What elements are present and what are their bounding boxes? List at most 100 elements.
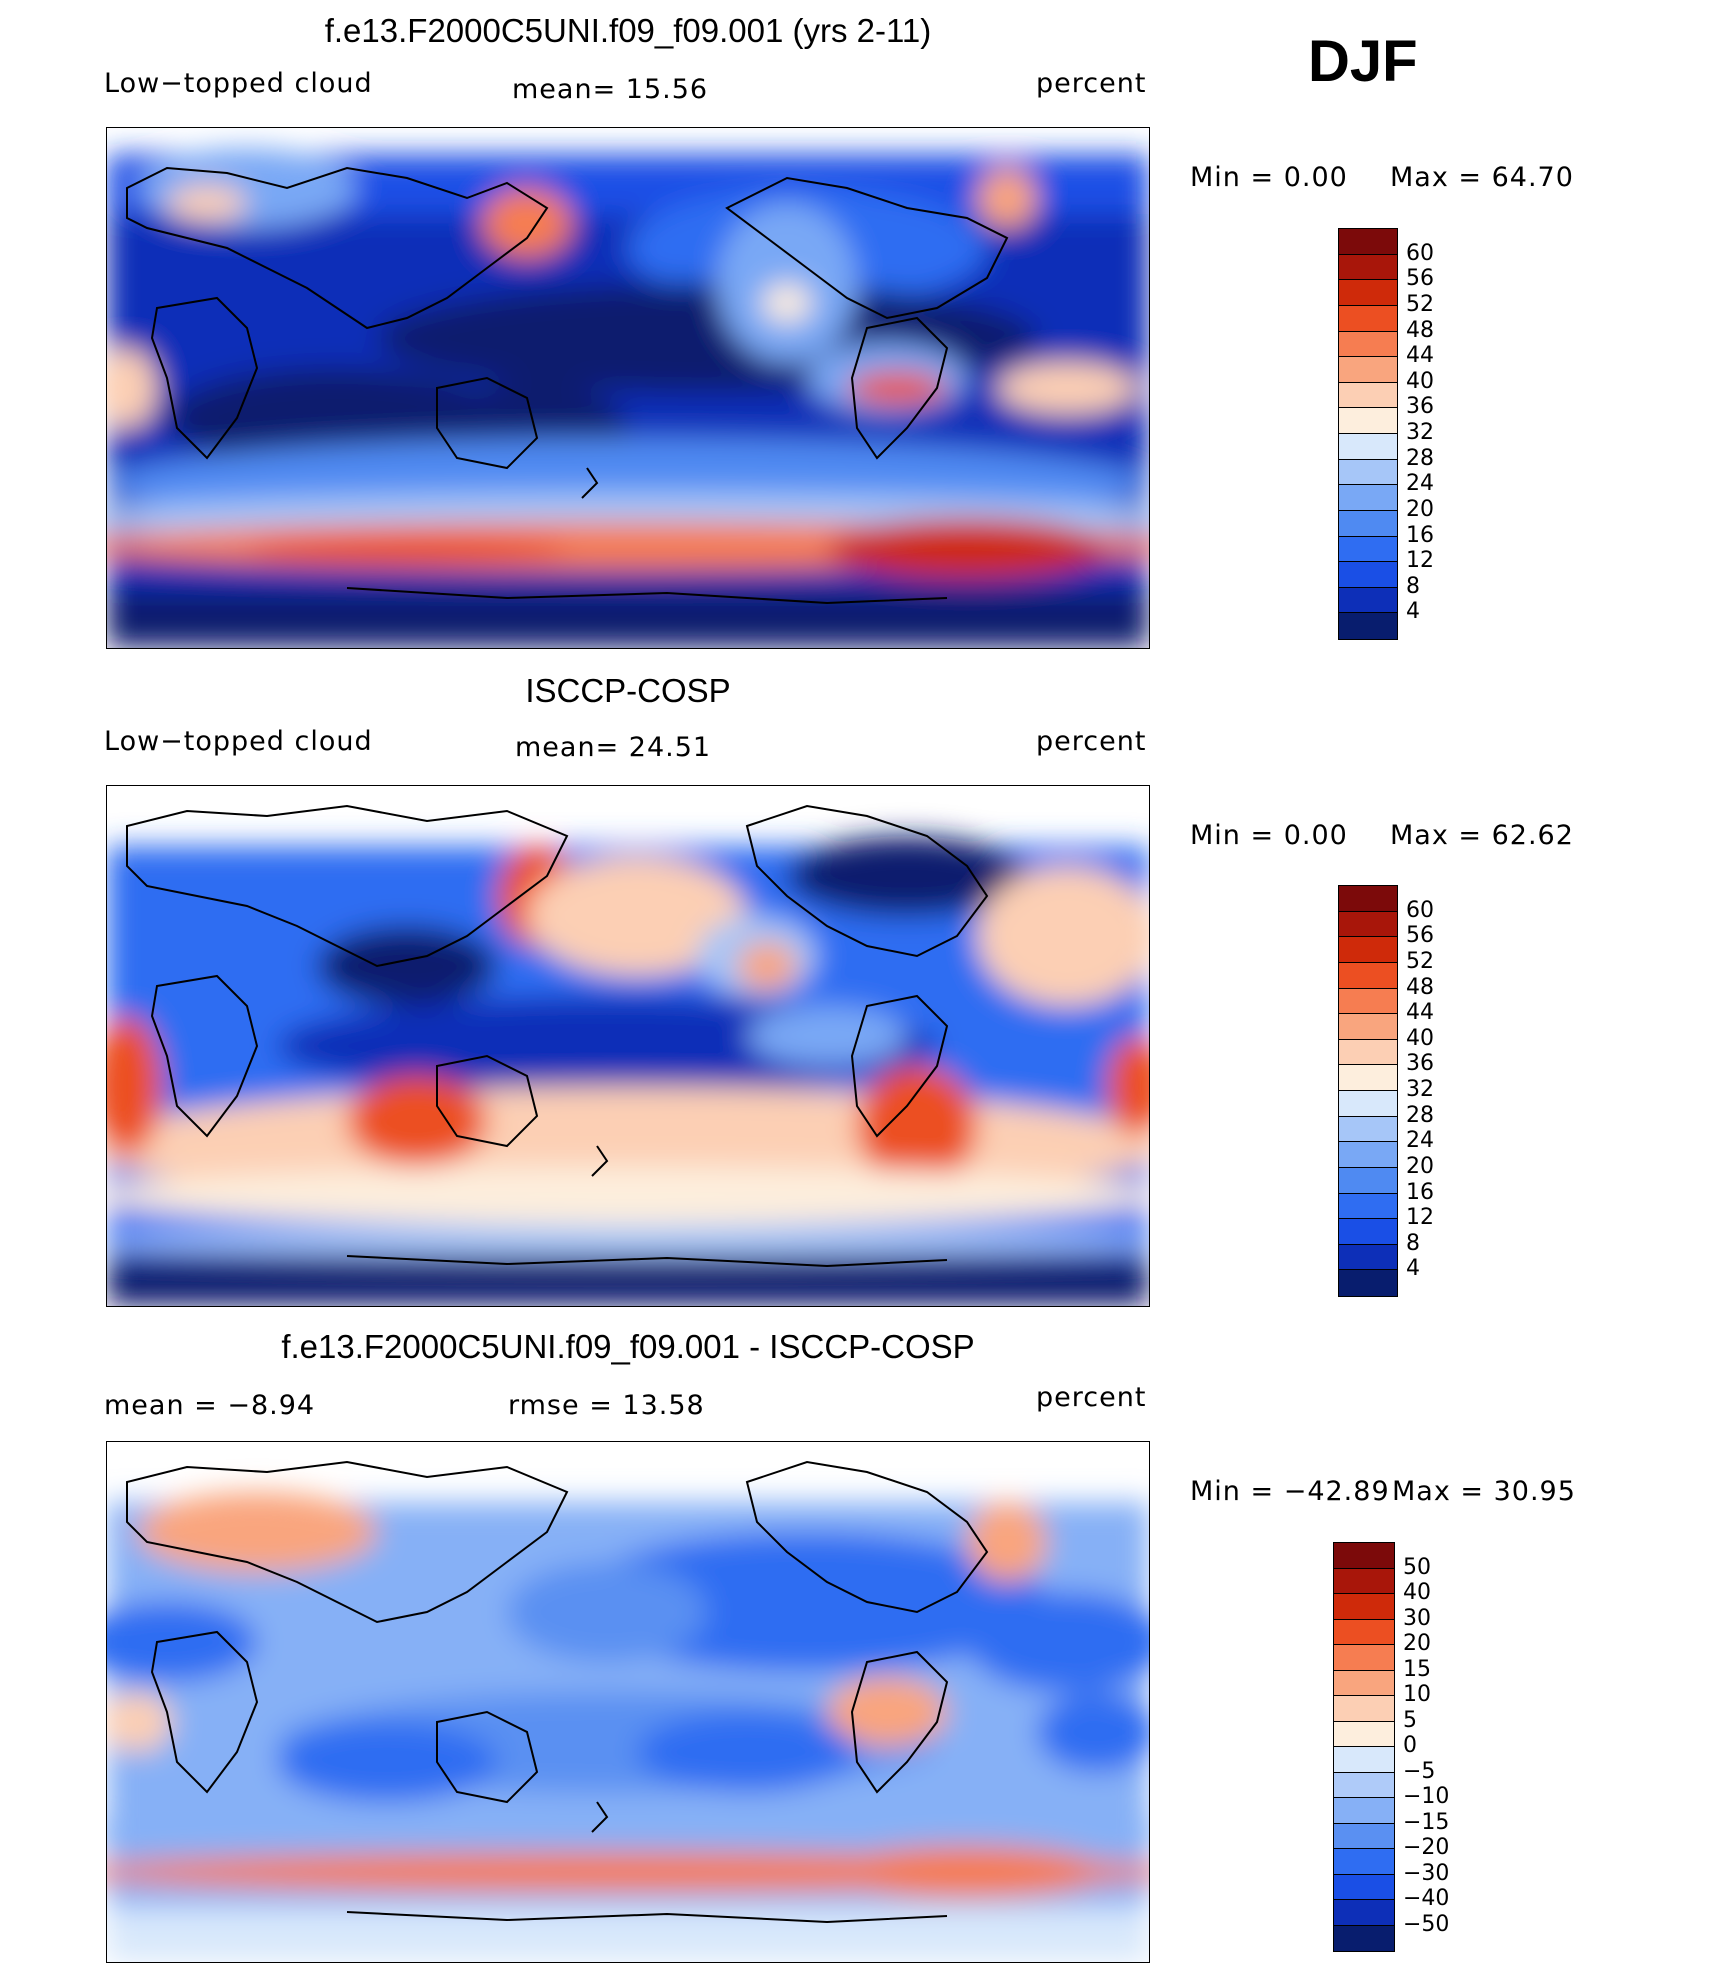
panel-3-min-text: Min = −42.89 [1190,1476,1390,1507]
colorbar-label: −50 [1403,1911,1450,1937]
colorbar-swatch [1334,1543,1394,1569]
colorbar-label: 56 [1406,266,1434,292]
colorbar-label: 5 [1403,1707,1417,1733]
colorbar-swatch [1339,536,1397,563]
colorbar-swatch [1339,1142,1397,1168]
colorbar-swatch [1334,1925,1394,1951]
colorbar-swatch [1339,1014,1397,1040]
panel-1-min-text: Min = 0.00 [1190,162,1348,193]
colorbar-swatch [1334,1823,1394,1849]
colorbar-label: 40 [1406,1025,1434,1051]
panel-1-variable-label: Low−topped cloud [104,68,373,99]
colorbar-swatch [1339,911,1397,938]
panel-3-units-label: percent [1036,1382,1147,1413]
colorbar-label: 44 [1406,343,1434,369]
colorbar-label: 50 [1403,1554,1431,1580]
panel-3-colorbar [1333,1542,1395,1952]
colorbar-label: 56 [1406,923,1434,949]
colorbar-swatch [1339,587,1397,614]
colorbar-label: 16 [1406,522,1434,548]
colorbar-swatch [1339,382,1397,409]
colorbar-swatch [1334,1798,1394,1824]
colorbar-swatch [1339,562,1397,588]
colorbar-swatch [1334,1594,1394,1620]
colorbar-swatch [1339,459,1397,486]
colorbar-swatch [1339,510,1397,537]
colorbar-swatch [1334,1619,1394,1645]
colorbar-label: 8 [1406,573,1420,599]
colorbar-label: 16 [1406,1179,1434,1205]
colorbar-swatch [1334,1568,1394,1594]
colorbar-label: 8 [1406,1230,1420,1256]
colorbar-label: −20 [1403,1835,1450,1860]
panel-1-max-text: Max = 64.70 [1390,162,1574,193]
colorbar-label: 60 [1406,897,1434,923]
colorbar-label: 52 [1406,291,1434,317]
colorbar-label: 4 [1406,599,1420,625]
colorbar-label: 10 [1403,1682,1431,1707]
panel-1-coastlines [126,166,1009,605]
colorbar-label: 28 [1406,445,1434,471]
colorbar-swatch [1339,1065,1397,1091]
colorbar-label: 32 [1406,420,1434,445]
colorbar-swatch [1339,357,1397,383]
colorbar-label: 52 [1406,948,1434,974]
season-label: DJF [1308,29,1418,94]
colorbar-label: 24 [1406,471,1434,497]
colorbar-swatch [1339,937,1397,963]
colorbar-swatch [1339,1193,1397,1220]
panel-1-colorbar [1338,228,1398,640]
panel-2-map-svg [107,786,1149,1306]
colorbar-label: −10 [1403,1784,1450,1809]
colorbar-swatch [1339,613,1397,639]
colorbar-swatch [1339,1167,1397,1194]
colorbar-swatch [1334,1747,1394,1773]
colorbar-label: 30 [1403,1605,1431,1631]
colorbar-swatch [1334,1645,1394,1671]
panel-3-title: f.e13.F2000C5UNI.f09_f09.001 - ISCCP-COS… [281,1328,975,1365]
colorbar-label: 4 [1406,1256,1420,1282]
panel-2-map [106,785,1150,1307]
colorbar-label: 36 [1406,394,1434,420]
panel-1-mean-label: mean= 15.56 [512,74,709,105]
panel-2-title: ISCCP-COSP [525,672,731,709]
panel-3-coastlines [126,1460,989,1924]
colorbar-swatch [1339,1039,1397,1066]
colorbar-label: 20 [1406,1153,1434,1179]
colorbar-swatch [1339,886,1397,912]
colorbar-label: 40 [1406,368,1434,394]
colorbar-swatch [1339,1270,1397,1296]
colorbar-swatch [1334,1670,1394,1696]
colorbar-swatch [1339,331,1397,358]
colorbar-swatch [1334,1874,1394,1900]
colorbar-swatch [1339,1244,1397,1271]
colorbar-swatch [1339,254,1397,281]
panel-2-colorbar [1338,885,1398,1297]
panel-3-rmse-label: rmse = 13.58 [508,1390,705,1421]
panel-2-variable-label: Low−topped cloud [104,726,373,757]
colorbar-swatch [1334,1721,1394,1747]
panel-2-units-label: percent [1036,726,1147,757]
colorbar-swatch [1334,1900,1394,1926]
colorbar-label: 48 [1406,317,1434,343]
colorbar-swatch [1339,485,1397,511]
colorbar-label: 12 [1406,1205,1434,1231]
colorbar-swatch [1339,1219,1397,1245]
colorbar-swatch [1334,1696,1394,1722]
colorbar-label: 12 [1406,548,1434,574]
colorbar-label: 20 [1406,496,1434,522]
colorbar-label: −15 [1403,1809,1450,1835]
panel-1-map-svg [107,128,1149,648]
panel-3-max-text: Max = 30.95 [1392,1476,1576,1507]
panel-2-min-text: Min = 0.00 [1190,820,1348,851]
colorbar-swatch [1334,1849,1394,1875]
colorbar-label: 44 [1406,1000,1434,1026]
colorbar-label: 36 [1406,1051,1434,1077]
colorbar-label: 40 [1403,1580,1431,1605]
panel-1-units-label: percent [1036,68,1147,99]
colorbar-label: 28 [1406,1102,1434,1128]
colorbar-swatch [1339,1116,1397,1143]
panel-2-max-text: Max = 62.62 [1390,820,1574,851]
colorbar-swatch [1339,408,1397,434]
colorbar-label: 60 [1406,240,1434,266]
